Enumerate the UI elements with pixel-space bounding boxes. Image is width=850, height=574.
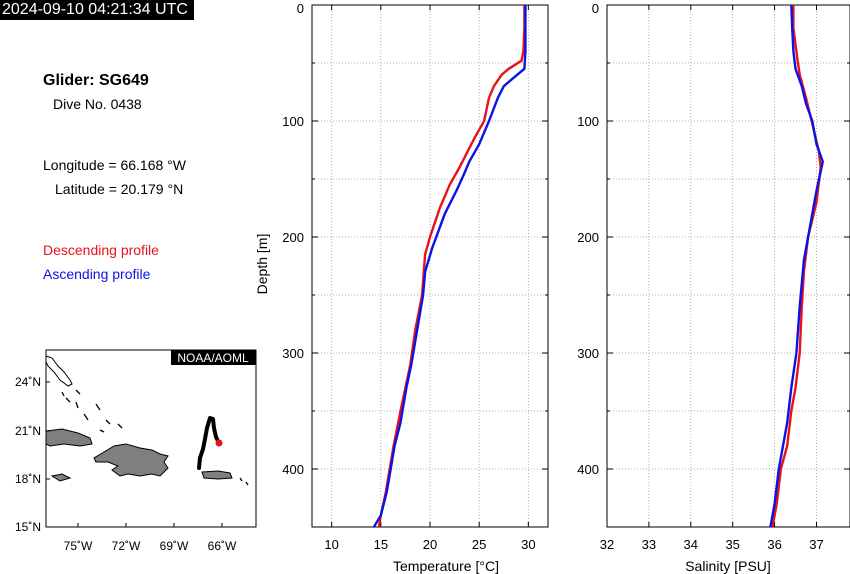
bahamas-islands	[61, 389, 123, 433]
y-tick-label: 300	[282, 346, 304, 361]
map-lon-tick: 69˚W	[160, 539, 189, 553]
lesser-antilles	[239, 477, 249, 486]
glider-title: Glider: SG649	[43, 72, 149, 89]
glider-position-marker	[215, 439, 223, 447]
ascending-profile-line	[372, 5, 527, 527]
cuba-coast	[45, 355, 73, 387]
glider-track	[197, 416, 221, 470]
map-land	[45, 355, 249, 486]
x-tick-label: 32	[600, 537, 614, 552]
map-tick-marks	[46, 381, 223, 527]
salinity-axis-title: Salinity [PSU]	[685, 558, 771, 574]
map-credit-box	[171, 350, 256, 365]
hispaniola-west	[45, 428, 93, 447]
x-tick-label: 15	[374, 537, 388, 552]
ascending-profile-line	[769, 5, 824, 527]
legend-ascending: Ascending profile	[43, 266, 151, 282]
hispaniola	[93, 443, 169, 477]
grid-lines	[312, 5, 548, 527]
x-tick-label: 25	[472, 537, 486, 552]
axis-ticks	[312, 4, 548, 527]
latitude-readout: Latitude = 20.179 °N	[55, 181, 184, 197]
y-tick-label: 100	[577, 114, 599, 129]
y-tick-label: 400	[577, 462, 599, 477]
map-lat-tick: 18˚N	[15, 472, 41, 486]
x-tick-label: 33	[642, 537, 656, 552]
temperature-axis-title: Temperature [°C]	[393, 558, 499, 574]
y-tick-label: 400	[282, 462, 304, 477]
y-tick-label: 0	[297, 1, 304, 16]
descending-profile-line	[771, 5, 822, 527]
map-lat-tick: 15˚N	[15, 520, 41, 534]
glider-info-panel: Glider: SG649 Dive No. 0438 Longitude = …	[0, 0, 250, 330]
x-tick-label: 34	[684, 537, 698, 552]
jamaica	[50, 473, 72, 482]
puerto-rico	[201, 470, 233, 480]
x-tick-label: 20	[423, 537, 437, 552]
timestamp-label: 2024-09-10 04:21:34 UTC	[0, 0, 194, 20]
y-tick-label: 300	[577, 346, 599, 361]
map-lon-tick: 66˚W	[208, 539, 237, 553]
x-tick-label: 35	[725, 537, 739, 552]
x-tick-label: 10	[324, 537, 338, 552]
legend-descending: Descending profile	[43, 242, 159, 258]
y-tick-label: 200	[577, 230, 599, 245]
x-tick-label: 36	[767, 537, 781, 552]
longitude-readout: Longitude = 66.168 °W	[43, 157, 186, 173]
map-lat-tick: 24˚N	[15, 375, 41, 389]
y-tick-label: 0	[592, 1, 599, 16]
descending-profile-line	[377, 5, 526, 527]
x-tick-label: 37	[809, 537, 823, 552]
map-lon-tick: 72˚W	[112, 539, 141, 553]
axis-ticks	[606, 4, 850, 527]
y-tick-label: 200	[282, 230, 304, 245]
plot-frame	[606, 4, 850, 528]
map-lat-tick: 21˚N	[15, 424, 41, 438]
y-tick-label: 100	[282, 114, 304, 129]
map-lon-tick: 75˚W	[64, 539, 93, 553]
depth-axis-title: Depth [m]	[254, 234, 270, 295]
map-credit: NOAA/AOML	[177, 351, 249, 365]
grid-lines	[606, 5, 850, 527]
x-tick-label: 30	[521, 537, 535, 552]
dive-number: Dive No. 0438	[53, 96, 142, 112]
